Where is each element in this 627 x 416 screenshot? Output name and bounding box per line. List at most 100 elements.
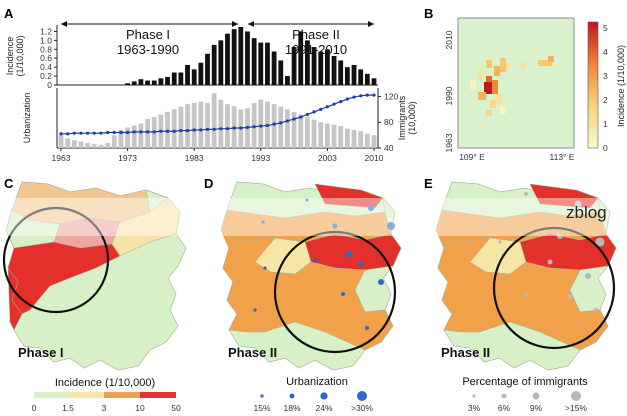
incidence-legend-title: Incidence (1/10,000) <box>55 377 155 389</box>
incidence-bar <box>218 40 224 85</box>
urbanization-point <box>99 131 103 135</box>
phase-2-title: Phase II <box>292 27 340 42</box>
immigrants-bar <box>185 104 190 148</box>
urbanization-legend-label: 15% <box>253 403 270 413</box>
urbanization-point <box>252 125 256 129</box>
incidence-bar <box>351 64 357 85</box>
heatmap-xtick: 113° E <box>550 152 575 162</box>
a-top-ytick: 0.2 <box>40 71 52 81</box>
immigrants-bar <box>364 133 370 148</box>
watermark-text: zblog <box>566 203 607 222</box>
immigrants-bar <box>85 142 91 148</box>
map-panel-e <box>435 181 617 371</box>
colorbar-tick: 3 <box>603 71 608 81</box>
urbanization-point <box>145 130 150 134</box>
colorbar-tick: 5 <box>603 23 608 33</box>
urbanization-point <box>172 129 176 133</box>
urbanization-point <box>372 93 376 97</box>
incidence-tick: 50 <box>171 403 181 413</box>
immigrants-bar <box>258 99 264 148</box>
urbanization-legend-label: 24% <box>315 403 332 413</box>
immigrants-bar <box>218 99 224 148</box>
incidence-bar <box>358 69 364 85</box>
incidence-bar <box>311 47 317 85</box>
incidence-bar <box>158 78 164 85</box>
urbanization-dot <box>263 266 267 270</box>
map-e-phase: Phase II <box>441 345 490 360</box>
urbanization-legend-dot <box>289 393 295 399</box>
phase-1-title: Phase I <box>126 27 170 42</box>
urbanization-point <box>132 130 136 134</box>
immigrants-legend-dot <box>501 393 507 399</box>
colorbar-tick: 0 <box>603 143 608 153</box>
immigrants-bar <box>338 126 344 148</box>
urbanization-dot <box>332 223 338 229</box>
urbanization-dot <box>261 220 265 224</box>
a-top-ytick: 1.2 <box>40 26 52 36</box>
immigrants-bar <box>58 135 64 148</box>
urbanization-point <box>285 119 290 123</box>
immigrants-bar <box>118 129 124 148</box>
immigrants-bar <box>78 141 84 148</box>
urbanization-point <box>66 132 70 136</box>
immigrants-legend-dot <box>472 394 476 398</box>
immigrants-bar <box>324 123 330 148</box>
urbanization-point <box>325 105 329 109</box>
incidence-bar <box>178 72 184 85</box>
incidence-bar <box>191 69 197 85</box>
urbanization-point <box>139 130 143 134</box>
urbanization-point <box>159 129 163 133</box>
incidence-bar <box>125 83 130 85</box>
immigrants-bar <box>311 119 317 148</box>
heatmap-cell <box>500 106 506 114</box>
urbanization-dot <box>387 222 395 230</box>
incidence-bar <box>271 51 277 85</box>
immigrants-dot <box>498 240 502 244</box>
heatmap-xtick: 109° E <box>459 152 485 162</box>
incidence-legend: Incidence (1/10,000) 0 1.5 3 10 50 <box>32 377 181 413</box>
urbanization-point <box>72 131 76 135</box>
heatmap-cell <box>538 60 552 66</box>
a-top-ytick: 1.0 <box>40 35 52 45</box>
heatmap-cell <box>494 66 500 76</box>
immigrants-dot <box>567 293 573 299</box>
immigrants-bar <box>298 114 304 148</box>
heatmap-cell <box>492 80 498 94</box>
immigrants-dot <box>557 233 563 239</box>
immigrants-bar <box>171 109 177 148</box>
a-bottom-ylabel-left: Urbanization <box>22 93 32 144</box>
incidence-bar <box>291 47 297 85</box>
urbanization-dot <box>341 292 345 296</box>
immigrants-bar <box>358 131 364 148</box>
panel-a-bottom: 40 80 120 1963 1973 1983 1993 2003 2010 Urbaniz… <box>22 88 417 163</box>
cluster-circle <box>273 230 397 354</box>
map-c-phase: Phase I <box>18 345 64 360</box>
heatmap-cell <box>478 70 483 80</box>
urbanization-point <box>305 112 310 117</box>
watermark-band <box>0 198 627 236</box>
immigrants-bar <box>178 106 184 148</box>
immigrants-legend-dot <box>571 391 581 401</box>
immigrants-dot <box>524 192 528 196</box>
incidence-bar <box>145 80 150 85</box>
immigrants-bar <box>91 144 97 148</box>
heatmap-cell <box>484 82 494 94</box>
immigrants-bar <box>198 101 204 148</box>
urbanization-point <box>125 130 130 135</box>
urbanization-legend: Urbanization 15% 18% 24% >30% <box>253 376 373 413</box>
a-bottom-xtick: 1983 <box>185 153 204 163</box>
immigrants-legend-label: 3% <box>468 403 481 413</box>
a-top-ylabel: Incidence(1/10,000) <box>5 35 25 76</box>
incidence-bar <box>205 53 210 85</box>
heatmap-cell <box>486 110 492 116</box>
immigrants-bar <box>371 135 377 148</box>
heatmap-cell <box>500 58 506 72</box>
urbanization-point <box>106 130 110 135</box>
heatmap-ytick: 1963 <box>444 133 454 152</box>
immigrants-dot <box>480 226 484 230</box>
urbanization-point <box>239 126 243 130</box>
incidence-bar <box>198 62 204 85</box>
incidence-tick: 1.5 <box>62 403 74 413</box>
colorbar-tick: 1 <box>603 119 608 129</box>
incidence-bar <box>258 42 264 85</box>
